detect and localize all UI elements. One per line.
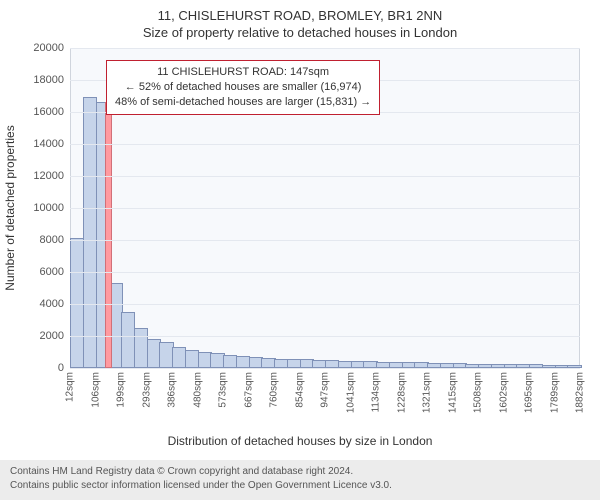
x-tick-label: 760sqm xyxy=(269,372,280,408)
x-tick-label: 573sqm xyxy=(218,372,229,408)
x-tick-label: 1602sqm xyxy=(498,372,509,413)
x-tick-label: 106sqm xyxy=(90,372,101,408)
title-line-2: Size of property relative to detached ho… xyxy=(0,23,600,40)
x-tick-label: 480sqm xyxy=(192,372,203,408)
x-tick-label: 854sqm xyxy=(294,372,305,408)
gridline xyxy=(70,240,580,241)
y-tick-label: 4000 xyxy=(0,298,64,310)
y-tick-label: 12000 xyxy=(0,170,64,182)
footer-line-1: Contains HM Land Registry data © Crown c… xyxy=(10,465,590,479)
callout-line-2: ← 52% of detached houses are smaller (16… xyxy=(115,80,371,95)
gridline xyxy=(70,48,580,49)
callout-line-3: 48% of semi-detached houses are larger (… xyxy=(115,95,371,110)
callout-line-1: 11 CHISLEHURST ROAD: 147sqm xyxy=(115,65,371,80)
x-tick-label: 1882sqm xyxy=(575,372,586,413)
x-tick-label: 1228sqm xyxy=(396,372,407,413)
y-tick-label: 6000 xyxy=(0,266,64,278)
x-tick-label: 12sqm xyxy=(65,372,76,402)
gridline xyxy=(70,272,580,273)
gridline xyxy=(70,304,580,305)
gridline xyxy=(70,368,580,369)
x-tick-label: 1508sqm xyxy=(473,372,484,413)
y-tick-label: 14000 xyxy=(0,138,64,150)
y-tick-label: 20000 xyxy=(0,42,64,54)
gridline xyxy=(70,208,580,209)
y-tick-label: 0 xyxy=(0,362,64,374)
x-tick-label: 386sqm xyxy=(167,372,178,408)
x-tick-label: 1134sqm xyxy=(371,372,382,412)
title-line-1: 11, CHISLEHURST ROAD, BROMLEY, BR1 2NN xyxy=(0,0,600,23)
x-tick-label: 1041sqm xyxy=(345,372,356,413)
y-tick-label: 8000 xyxy=(0,234,64,246)
x-tick-label: 1695sqm xyxy=(524,372,535,413)
chart-container: 11, CHISLEHURST ROAD, BROMLEY, BR1 2NN S… xyxy=(0,0,600,500)
x-axis-label: Distribution of detached houses by size … xyxy=(0,434,600,448)
x-tick-label: 293sqm xyxy=(141,372,152,408)
x-tick-label: 947sqm xyxy=(320,372,331,408)
x-tick-label: 1415sqm xyxy=(447,372,458,413)
footer-line-2: Contains public sector information licen… xyxy=(10,479,590,493)
gridline xyxy=(70,144,580,145)
highlight-bar xyxy=(105,102,112,368)
y-tick-label: 18000 xyxy=(0,74,64,86)
y-tick-label: 16000 xyxy=(0,106,64,118)
callout-box: 11 CHISLEHURST ROAD: 147sqm ← 52% of det… xyxy=(106,60,380,115)
gridline xyxy=(70,176,580,177)
footer: Contains HM Land Registry data © Crown c… xyxy=(0,460,600,500)
gridline xyxy=(70,336,580,337)
x-tick-label: 1789sqm xyxy=(549,372,560,413)
y-tick-label: 10000 xyxy=(0,202,64,214)
x-tick-label: 667sqm xyxy=(243,372,254,408)
x-tick-label: 199sqm xyxy=(116,372,127,408)
y-tick-label: 2000 xyxy=(0,330,64,342)
x-tick-label: 1321sqm xyxy=(422,372,433,413)
